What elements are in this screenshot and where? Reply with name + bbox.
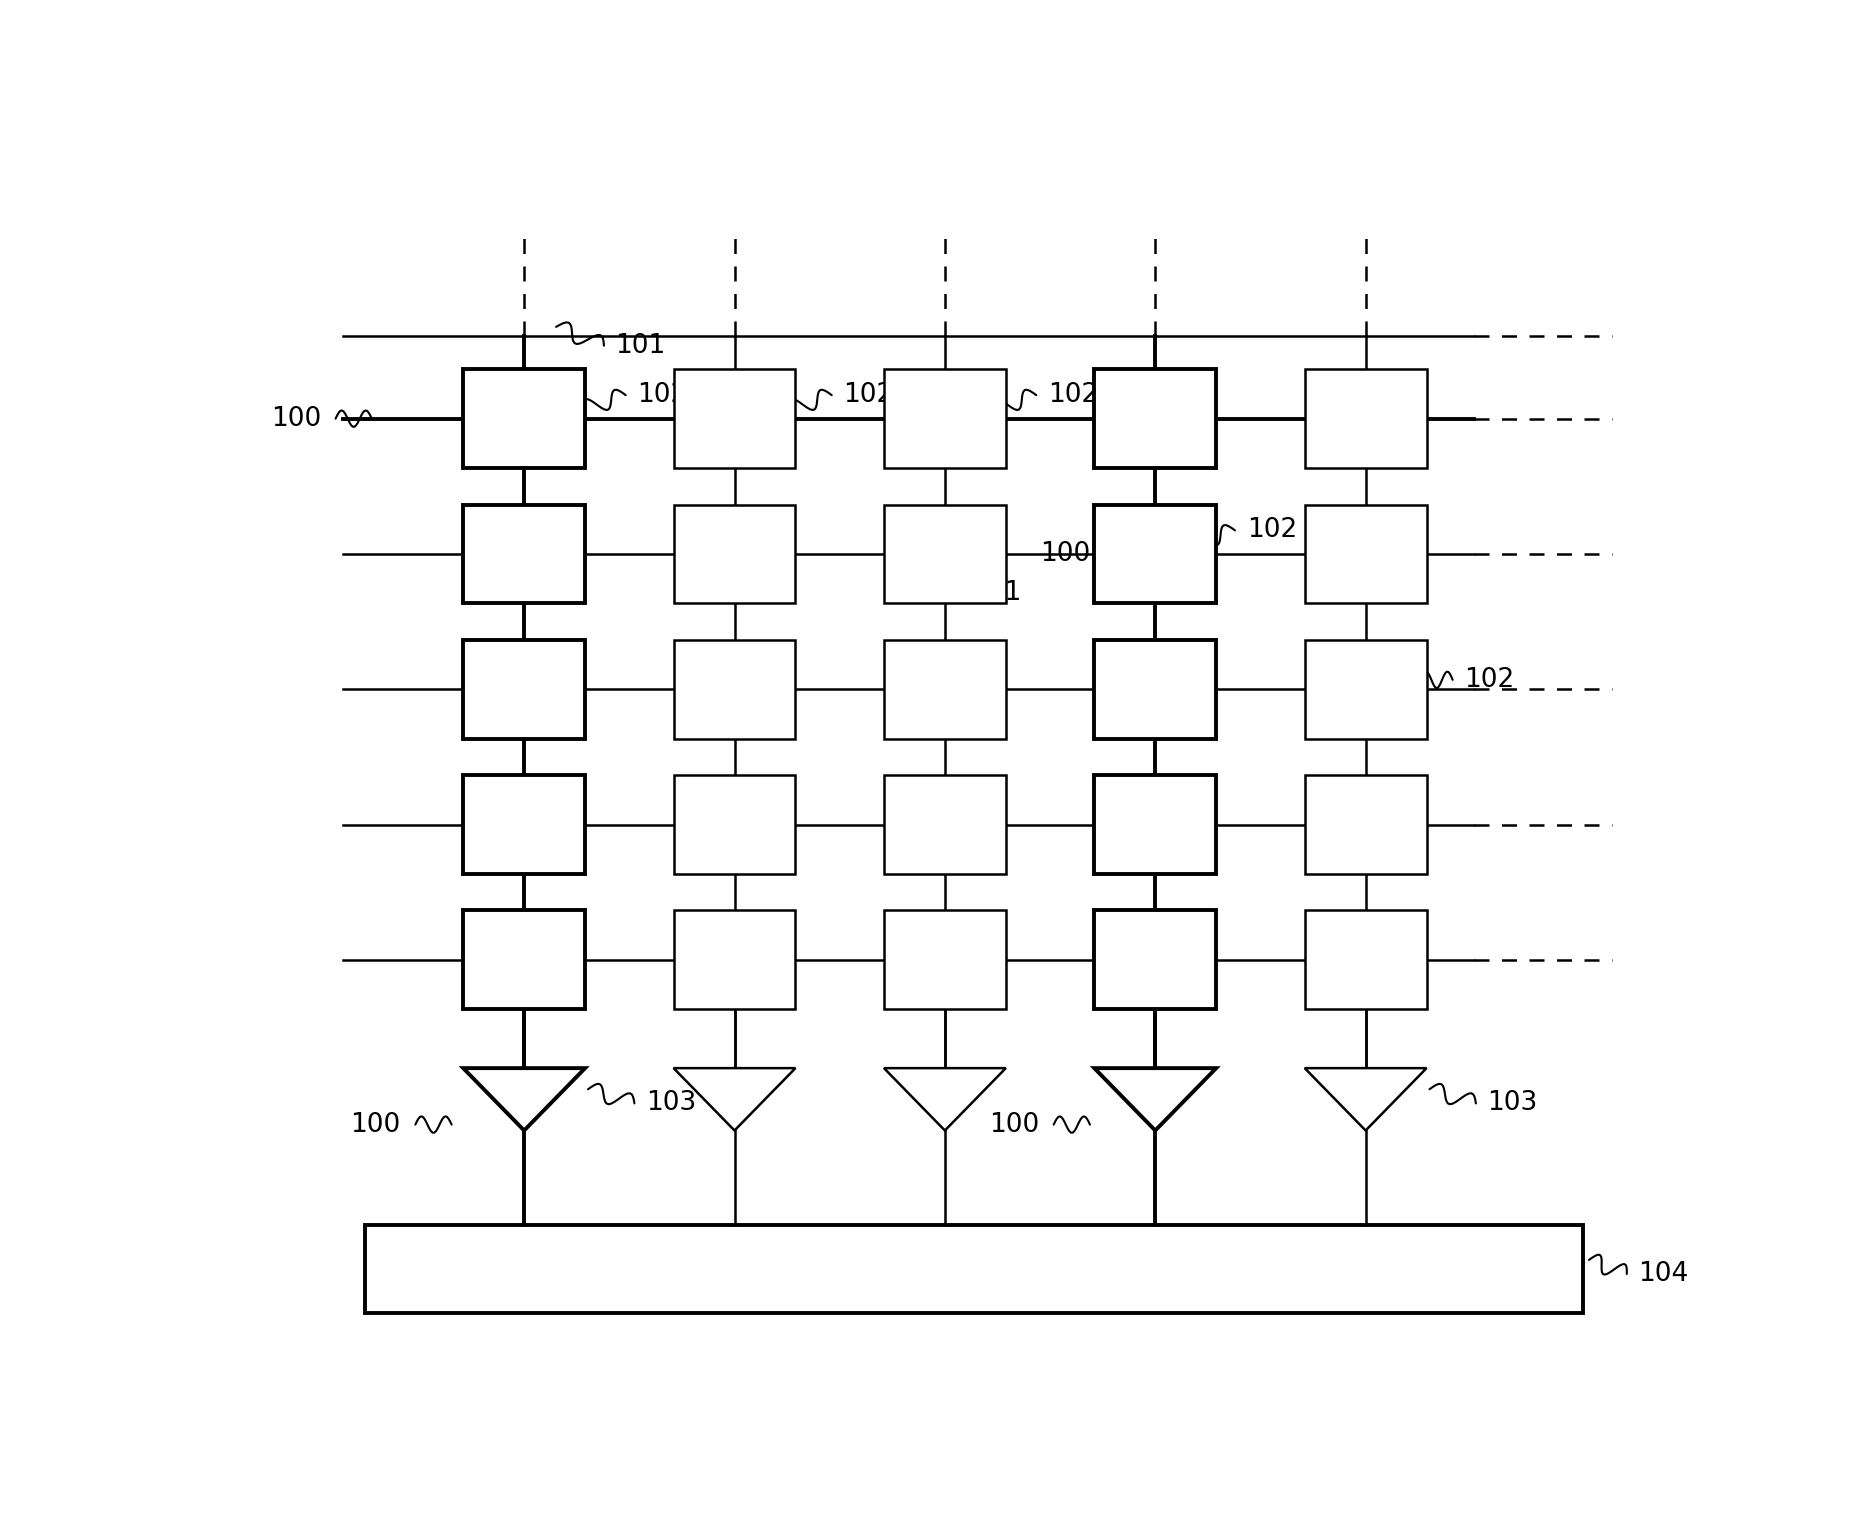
Bar [884, 775, 1005, 874]
Text: 102: 102 [1048, 382, 1099, 408]
Bar [462, 911, 586, 1010]
Bar [884, 370, 1005, 468]
Text: 100: 100 [271, 405, 322, 432]
Text: 101: 101 [972, 579, 1022, 605]
Polygon shape [462, 1068, 586, 1131]
Bar [1305, 911, 1426, 1010]
Polygon shape [1305, 1068, 1426, 1131]
Bar [462, 775, 586, 874]
Text: 102: 102 [1247, 518, 1297, 544]
Bar [674, 640, 796, 738]
Polygon shape [884, 1068, 1005, 1131]
Text: 102: 102 [1464, 666, 1514, 692]
Bar [365, 1224, 1584, 1313]
Text: 102: 102 [636, 382, 687, 408]
Bar [1095, 775, 1217, 874]
Bar [884, 504, 1005, 604]
Bar [884, 911, 1005, 1010]
Bar [674, 370, 796, 468]
Polygon shape [674, 1068, 796, 1131]
Text: 103: 103 [1488, 1091, 1537, 1117]
Bar [1095, 640, 1217, 738]
Bar [674, 775, 796, 874]
Text: 100: 100 [988, 1111, 1039, 1138]
Bar [462, 504, 586, 604]
Bar [1305, 640, 1426, 738]
Bar [1305, 775, 1426, 874]
Text: 103: 103 [646, 1091, 696, 1117]
Bar [462, 640, 586, 738]
Bar [1095, 504, 1217, 604]
Bar [884, 640, 1005, 738]
Bar [674, 911, 796, 1010]
Bar [462, 370, 586, 468]
Bar [1305, 370, 1426, 468]
Polygon shape [1095, 1068, 1217, 1131]
Bar [674, 504, 796, 604]
Text: 100: 100 [350, 1111, 401, 1138]
Bar [1305, 504, 1426, 604]
Text: 100: 100 [1039, 541, 1090, 567]
Text: 104: 104 [1638, 1261, 1689, 1287]
Bar [1095, 370, 1217, 468]
Text: 101: 101 [616, 333, 666, 359]
Bar [1095, 911, 1217, 1010]
Text: 102: 102 [844, 382, 893, 408]
